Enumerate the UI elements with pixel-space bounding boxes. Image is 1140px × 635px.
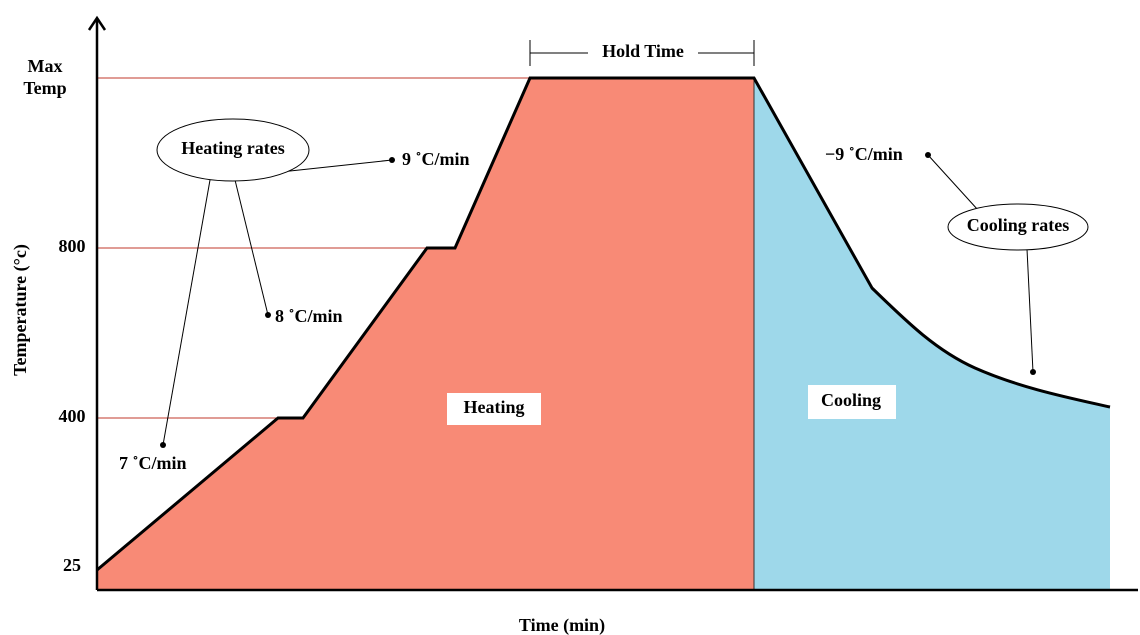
- max-temp-label: Max: [28, 56, 63, 76]
- cooling-region: [754, 78, 1110, 590]
- callout-dot: [389, 157, 395, 163]
- max-temp-label: Temp: [23, 78, 66, 98]
- heating-label: Heating: [464, 397, 525, 417]
- label-background: [588, 42, 698, 64]
- heating-rates-label: Heating rates: [181, 138, 284, 158]
- cooling-rates-label: Cooling rates: [967, 215, 1070, 235]
- callout-line: [234, 179, 269, 316]
- rate-label: 7 ˚C/min: [119, 453, 187, 473]
- callout-line: [162, 179, 211, 446]
- label-background: [447, 393, 541, 425]
- hold-time-label: Hold Time: [602, 41, 684, 61]
- y-tick-label: 25: [63, 555, 81, 575]
- rate-label: −9 ˚C/min: [825, 144, 903, 164]
- y-axis-arrow: [87, 15, 107, 31]
- temperature-profile: [96, 76, 1111, 572]
- rate-label: 8 ˚C/min: [275, 306, 343, 326]
- callout-dot: [160, 442, 166, 448]
- heating-region: [97, 78, 754, 590]
- cooling-label: Cooling: [821, 390, 881, 410]
- callout-line: [927, 154, 979, 211]
- heating-rates-ellipse: [156, 118, 310, 182]
- callout-dot: [1030, 369, 1036, 375]
- rate-label: 9 ˚C/min: [402, 149, 470, 169]
- y-tick-label: 800: [59, 236, 86, 256]
- y-tick-label: 400: [59, 406, 86, 426]
- label-background: [808, 385, 896, 419]
- callout-dot: [925, 152, 931, 158]
- callout-line: [1026, 248, 1034, 373]
- callout-dot: [265, 312, 271, 318]
- y-axis-label: Temperature (°c): [10, 244, 31, 376]
- x-axis-label: Time (min): [519, 615, 605, 635]
- cooling-rates-ellipse: [947, 203, 1089, 251]
